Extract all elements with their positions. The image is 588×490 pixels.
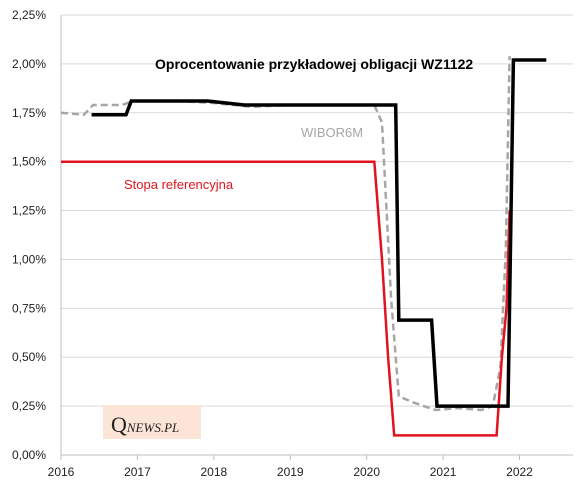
y-tick-label: 2,00% xyxy=(12,57,46,71)
x-tick-label: 2016 xyxy=(48,465,75,479)
qnews-logo: QNEWS.PL xyxy=(103,405,201,439)
y-tick-label: 2,25% xyxy=(12,8,46,22)
chart-title: Oprocentowanie przykładowej obligacji WZ… xyxy=(155,56,473,72)
logo-text: QNEWS.PL xyxy=(111,412,179,437)
x-tick-label: 2019 xyxy=(277,465,304,479)
x-tick-label: 2021 xyxy=(430,465,457,479)
y-tick-label: 0,50% xyxy=(12,350,46,364)
y-tick-label: 0,00% xyxy=(12,448,46,462)
gridlines xyxy=(61,14,573,407)
series-lines xyxy=(60,56,547,437)
x-axis-tick-labels: 2016 2017 2018 2019 2020 2021 2022 xyxy=(48,465,534,479)
logo-rest: NEWS.PL xyxy=(126,420,179,435)
y-tick-label: 1,75% xyxy=(12,106,46,120)
x-tick-label: 2020 xyxy=(353,465,380,479)
logo-background xyxy=(103,405,201,439)
x-tick-label: 2018 xyxy=(200,465,227,479)
logo-q: Q xyxy=(111,412,127,437)
wibor-series-label: WIBOR6M xyxy=(301,125,363,140)
y-tick-label: 1,00% xyxy=(12,252,46,266)
y-tick-label: 1,50% xyxy=(12,155,46,169)
x-tick-label: 2022 xyxy=(506,465,533,479)
x-tick-label: 2017 xyxy=(124,465,151,479)
y-axis-tick-labels: 0,00% 0,25% 0,50% 0,75% 1,00% 1,25% 1,50% 1,75%… xyxy=(12,8,46,462)
axes xyxy=(60,15,573,460)
stopa-series-label: Stopa referencyjna xyxy=(124,177,234,192)
series-line-0 xyxy=(91,58,547,408)
y-tick-label: 1,25% xyxy=(12,204,46,218)
series-line-2 xyxy=(61,160,511,437)
y-tick-label: 0,25% xyxy=(12,399,46,413)
series-line-1 xyxy=(60,56,511,412)
y-tick-label: 0,75% xyxy=(12,301,46,315)
